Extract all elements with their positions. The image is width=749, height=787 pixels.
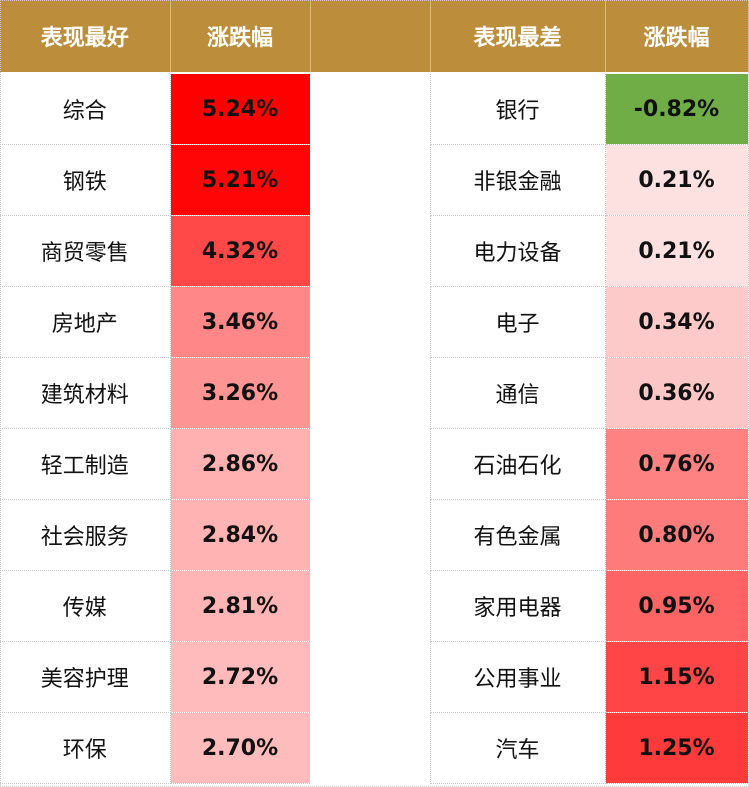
table-row: 钢铁 5.21% 非银金融 0.21% [0, 144, 749, 216]
worst-sector-name: 家用电器 [430, 570, 606, 642]
table-row: 综合 5.24% 银行 -0.82% [0, 72, 749, 145]
best-sector-change: 2.70% [170, 712, 311, 784]
best-sector-name: 美容护理 [0, 641, 171, 713]
worst-sector-name: 银行 [430, 72, 606, 145]
worst-sector-name: 电力设备 [430, 215, 606, 287]
spacer-cell [310, 499, 431, 571]
header-worst: 表现最差 [430, 0, 606, 74]
header-worst-change: 涨跌幅 [605, 0, 749, 74]
table-body: 综合 5.24% 银行 -0.82% 钢铁 5.21% 非银金融 0.21% 商… [0, 72, 749, 784]
spacer-cell [310, 286, 431, 358]
best-sector-change: 5.21% [170, 144, 311, 216]
best-sector-change: 2.84% [170, 499, 311, 571]
best-sector-change: 2.86% [170, 428, 311, 500]
worst-sector-change: 1.15% [605, 641, 749, 713]
worst-sector-name: 通信 [430, 357, 606, 429]
best-sector-name: 传媒 [0, 570, 171, 642]
header-row: 表现最好 涨跌幅 表现最差 涨跌幅 [0, 0, 749, 74]
table-row: 轻工制造 2.86% 石油石化 0.76% [0, 428, 749, 500]
worst-sector-change: 0.76% [605, 428, 749, 500]
spacer-cell [310, 144, 431, 216]
table-row: 环保 2.70% 汽车 1.25% [0, 712, 749, 784]
best-sector-name: 建筑材料 [0, 357, 171, 429]
worst-sector-change: 0.21% [605, 215, 749, 287]
table-row: 房地产 3.46% 电子 0.34% [0, 286, 749, 358]
spacer-cell [310, 570, 431, 642]
best-sector-change: 2.72% [170, 641, 311, 713]
best-sector-change: 4.32% [170, 215, 311, 287]
worst-sector-name: 电子 [430, 286, 606, 358]
worst-sector-name: 汽车 [430, 712, 606, 784]
table-row: 建筑材料 3.26% 通信 0.36% [0, 357, 749, 429]
worst-sector-change: -0.82% [605, 72, 749, 145]
best-sector-name: 环保 [0, 712, 171, 784]
best-sector-change: 2.81% [170, 570, 311, 642]
worst-sector-change: 0.34% [605, 286, 749, 358]
worst-sector-change: 0.36% [605, 357, 749, 429]
worst-sector-change: 0.21% [605, 144, 749, 216]
spacer-cell [310, 72, 431, 145]
spacer-cell [310, 428, 431, 500]
table-row: 社会服务 2.84% 有色金属 0.80% [0, 499, 749, 571]
best-sector-name: 综合 [0, 72, 171, 145]
best-sector-name: 商贸零售 [0, 215, 171, 287]
best-sector-name: 社会服务 [0, 499, 171, 571]
header-best: 表现最好 [0, 0, 171, 74]
worst-sector-name: 有色金属 [430, 499, 606, 571]
header-spacer [310, 0, 431, 74]
spacer-cell [310, 641, 431, 713]
worst-sector-name: 公用事业 [430, 641, 606, 713]
table-row: 美容护理 2.72% 公用事业 1.15% [0, 641, 749, 713]
table-row: 传媒 2.81% 家用电器 0.95% [0, 570, 749, 642]
worst-sector-name: 石油石化 [430, 428, 606, 500]
spacer-cell [310, 712, 431, 784]
best-sector-change: 3.46% [170, 286, 311, 358]
best-sector-change: 5.24% [170, 72, 311, 145]
worst-sector-change: 1.25% [605, 712, 749, 784]
best-sector-name: 轻工制造 [0, 428, 171, 500]
worst-sector-change: 0.80% [605, 499, 749, 571]
header-best-change: 涨跌幅 [170, 0, 311, 74]
spacer-cell [310, 215, 431, 287]
best-sector-name: 房地产 [0, 286, 171, 358]
worst-sector-name: 非银金融 [430, 144, 606, 216]
worst-sector-change: 0.95% [605, 570, 749, 642]
spacer-cell [310, 357, 431, 429]
best-sector-change: 3.26% [170, 357, 311, 429]
table-row: 商贸零售 4.32% 电力设备 0.21% [0, 215, 749, 287]
best-sector-name: 钢铁 [0, 144, 171, 216]
